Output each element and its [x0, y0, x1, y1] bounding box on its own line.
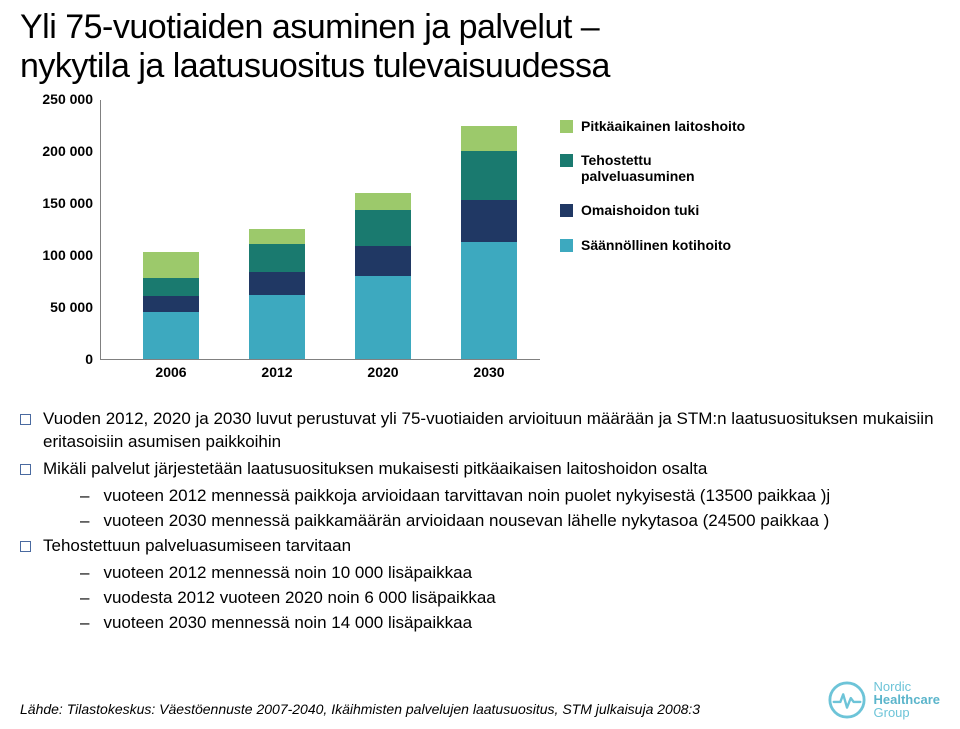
sub-bullet-item: vuodesta 2012 vuoteen 2020 noin 6 000 li… [80, 587, 940, 610]
sub-bullet-item: vuoteen 2012 mennessä paikkoja arvioidaa… [80, 485, 940, 508]
bar-column [249, 229, 305, 359]
y-axis-tick-label: 200 000 [13, 143, 93, 159]
bar-segment [461, 151, 517, 200]
bar-segment [461, 200, 517, 242]
logo-line-3: Group [874, 706, 940, 719]
bullet-item: Vuoden 2012, 2020 ja 2030 luvut perustuv… [20, 408, 940, 454]
legend-item: Säännöllinen kotihoito [560, 237, 751, 253]
bullet-item: Tehostettuun palveluasumiseen tarvitaan [20, 535, 940, 558]
bar-segment [249, 229, 305, 244]
logo-text: Nordic Healthcare Group [874, 680, 940, 719]
y-axis-tick-label: 150 000 [13, 195, 93, 211]
title-line-2: nykytila ja laatusuositus tulevaisuudess… [20, 47, 610, 85]
sub-bullet-text: vuoteen 2012 mennessä noin 10 000 lisäpa… [103, 562, 472, 585]
legend-label: Omaishoidon tuki [581, 202, 699, 218]
legend-label: Säännöllinen kotihoito [581, 237, 731, 253]
y-axis-tick-label: 0 [13, 351, 93, 367]
bullet-text: Mikäli palvelut järjestetään laatusuosit… [43, 458, 707, 481]
bar-segment [355, 246, 411, 276]
bullet-item: Mikäli palvelut järjestetään laatusuosit… [20, 458, 940, 481]
nordic-healthcare-group-logo: Nordic Healthcare Group [828, 680, 940, 719]
bar-segment [143, 296, 199, 313]
legend-label: Pitkäaikainen laitoshoito [581, 118, 745, 134]
x-axis-tick-label: 2030 [461, 364, 517, 380]
chart-plot-area: 050 000100 000150 000200 000250 00020062… [100, 100, 540, 360]
chart-legend: Pitkäaikainen laitoshoito Tehostettu palv… [560, 118, 751, 270]
sub-bullet-list: vuoteen 2012 mennessä paikkoja arvioidaa… [80, 485, 940, 533]
bar-segment [143, 252, 199, 278]
bar-segment [249, 244, 305, 272]
bar-segment [143, 312, 199, 359]
bar-segment [143, 278, 199, 296]
bullet-text: Vuoden 2012, 2020 ja 2030 luvut perustuv… [43, 408, 940, 454]
legend-item: Tehostettu palveluasuminen [560, 152, 751, 184]
sub-bullet-text: vuoteen 2012 mennessä paikkoja arvioidaa… [103, 485, 830, 508]
legend-swatch [560, 120, 573, 133]
title-line-1: Yli 75-vuotiaiden asuminen ja palvelut – [20, 8, 599, 46]
sub-bullet-text: vuoteen 2030 mennessä paikkamäärän arvio… [103, 510, 829, 533]
bar-segment [355, 276, 411, 359]
bullet-marker-icon [20, 414, 31, 425]
bar-column [461, 126, 517, 359]
x-axis-tick-label: 2006 [143, 364, 199, 380]
bullet-list: Vuoden 2012, 2020 ja 2030 luvut perustuv… [20, 408, 940, 634]
bar-segment [249, 295, 305, 359]
legend-swatch [560, 204, 573, 217]
bar-segment [461, 126, 517, 151]
bar-segment [355, 193, 411, 211]
y-axis-tick-label: 250 000 [13, 91, 93, 107]
sub-bullet-text: vuoteen 2030 mennessä noin 14 000 lisäpa… [103, 612, 472, 635]
bullet-text: Tehostettuun palveluasumiseen tarvitaan [43, 535, 351, 558]
bar-segment [461, 242, 517, 360]
bar-column [143, 252, 199, 359]
stacked-bar-chart: 050 000100 000150 000200 000250 00020062… [20, 100, 760, 390]
bullet-marker-icon [20, 541, 31, 552]
legend-item: Pitkäaikainen laitoshoito [560, 118, 751, 134]
legend-swatch [560, 239, 573, 252]
y-axis-tick-label: 50 000 [13, 299, 93, 315]
x-axis-tick-label: 2012 [249, 364, 305, 380]
sub-bullet-item: vuoteen 2012 mennessä noin 10 000 lisäpa… [80, 562, 940, 585]
y-axis-tick-label: 100 000 [13, 247, 93, 263]
bar-segment [249, 272, 305, 295]
sub-bullet-item: vuoteen 2030 mennessä paikkamäärän arvio… [80, 510, 940, 533]
x-axis-tick-label: 2020 [355, 364, 411, 380]
logo-mark-icon [828, 681, 866, 719]
legend-swatch [560, 154, 573, 167]
legend-label: Tehostettu palveluasuminen [581, 152, 751, 184]
sub-bullet-item: vuoteen 2030 mennessä noin 14 000 lisäpa… [80, 612, 940, 635]
legend-item: Omaishoidon tuki [560, 202, 751, 218]
sub-bullet-text: vuodesta 2012 vuoteen 2020 noin 6 000 li… [103, 587, 495, 610]
bullet-marker-icon [20, 464, 31, 475]
source-citation: Lähde: Tilastokeskus: Väestöennuste 2007… [20, 701, 700, 717]
page-title: Yli 75-vuotiaiden asuminen ja palvelut –… [20, 8, 940, 86]
bar-column [355, 193, 411, 359]
bar-segment [355, 210, 411, 245]
sub-bullet-list: vuoteen 2012 mennessä noin 10 000 lisäpa… [80, 562, 940, 635]
